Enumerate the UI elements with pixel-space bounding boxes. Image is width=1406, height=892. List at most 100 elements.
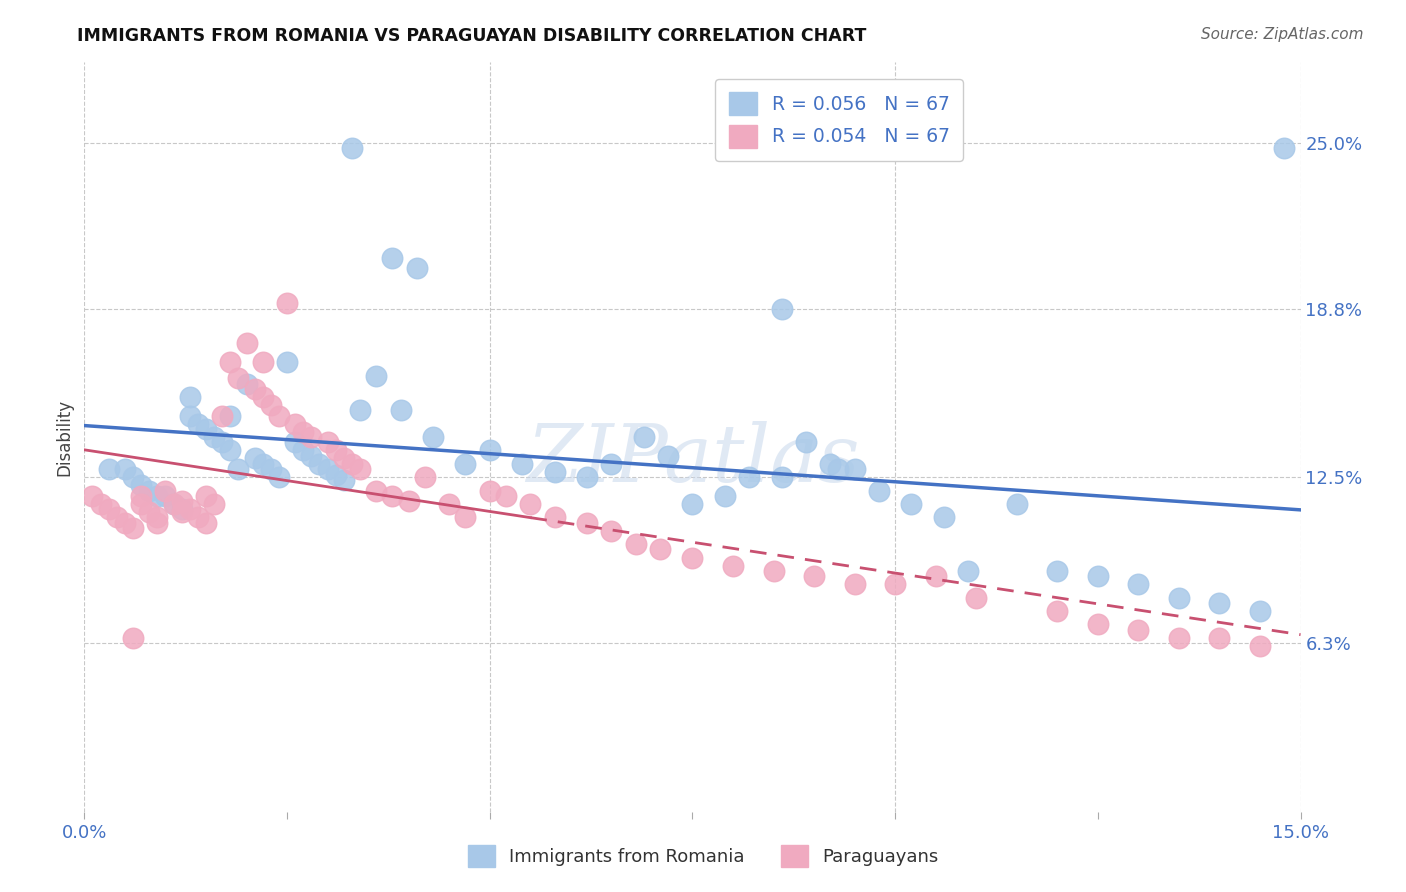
Point <box>624 537 647 551</box>
Point <box>1128 623 1150 637</box>
Point <box>1046 564 1069 578</box>
Point <box>454 510 477 524</box>
Point <box>868 483 890 498</box>
Point <box>194 489 218 503</box>
Point <box>366 483 388 498</box>
Point <box>211 435 233 450</box>
Point <box>803 569 825 583</box>
Point <box>340 141 363 155</box>
Point <box>714 489 737 503</box>
Point <box>325 443 347 458</box>
Point <box>965 591 987 605</box>
Point <box>235 376 257 391</box>
Point <box>844 577 866 591</box>
Point <box>884 577 907 591</box>
Point <box>770 470 793 484</box>
Text: ZIPatlas: ZIPatlas <box>526 421 859 499</box>
Point <box>276 355 298 369</box>
Point <box>1167 591 1189 605</box>
Point <box>219 355 242 369</box>
Point <box>1208 631 1230 645</box>
Point <box>194 516 218 530</box>
Point <box>366 368 388 383</box>
Point <box>187 510 209 524</box>
Point <box>146 510 169 524</box>
Point <box>292 425 315 439</box>
Point <box>1087 617 1109 632</box>
Point <box>114 516 136 530</box>
Point <box>422 430 444 444</box>
Point <box>252 390 274 404</box>
Point <box>340 457 363 471</box>
Point <box>122 521 145 535</box>
Point <box>495 489 517 503</box>
Point <box>519 497 541 511</box>
Point <box>162 497 184 511</box>
Point <box>187 417 209 431</box>
Point <box>170 502 193 516</box>
Point <box>155 483 177 498</box>
Point <box>122 631 145 645</box>
Point <box>284 417 307 431</box>
Point <box>633 430 655 444</box>
Point <box>381 489 404 503</box>
Point <box>1249 639 1271 653</box>
Point <box>333 473 356 487</box>
Point <box>267 470 290 484</box>
Point <box>925 569 948 583</box>
Point <box>202 497 225 511</box>
Legend: Immigrants from Romania, Paraguayans: Immigrants from Romania, Paraguayans <box>460 838 946 874</box>
Point <box>381 251 404 265</box>
Point <box>1208 596 1230 610</box>
Point <box>138 483 160 498</box>
Point <box>146 489 169 503</box>
Point <box>170 505 193 519</box>
Point <box>648 542 671 557</box>
Point <box>543 465 565 479</box>
Point <box>129 497 152 511</box>
Point <box>97 462 120 476</box>
Point <box>349 462 371 476</box>
Point <box>267 409 290 423</box>
Point <box>292 443 315 458</box>
Point <box>162 497 184 511</box>
Point <box>1087 569 1109 583</box>
Point <box>155 489 177 503</box>
Point <box>276 296 298 310</box>
Text: IMMIGRANTS FROM ROMANIA VS PARAGUAYAN DISABILITY CORRELATION CHART: IMMIGRANTS FROM ROMANIA VS PARAGUAYAN DI… <box>77 27 866 45</box>
Point <box>820 457 842 471</box>
Point <box>299 430 322 444</box>
Point <box>252 457 274 471</box>
Point <box>284 435 307 450</box>
Point <box>1005 497 1028 511</box>
Point <box>90 497 112 511</box>
Point <box>576 470 599 484</box>
Point <box>932 510 955 524</box>
Point <box>260 462 283 476</box>
Point <box>478 483 501 498</box>
Point <box>682 550 704 565</box>
Point <box>194 422 218 436</box>
Point <box>600 524 623 538</box>
Point <box>202 430 225 444</box>
Point <box>211 409 233 423</box>
Point <box>228 371 250 385</box>
Point <box>138 505 160 519</box>
Point <box>957 564 980 578</box>
Point <box>1272 141 1295 155</box>
Point <box>308 457 330 471</box>
Point <box>794 435 817 450</box>
Point <box>900 497 922 511</box>
Point <box>827 462 849 476</box>
Point <box>413 470 436 484</box>
Point <box>454 457 477 471</box>
Point <box>252 355 274 369</box>
Point <box>129 489 152 503</box>
Point <box>405 261 427 276</box>
Point <box>122 470 145 484</box>
Point <box>657 449 679 463</box>
Point <box>1167 631 1189 645</box>
Point <box>82 489 104 503</box>
Point <box>333 451 356 466</box>
Point <box>243 382 266 396</box>
